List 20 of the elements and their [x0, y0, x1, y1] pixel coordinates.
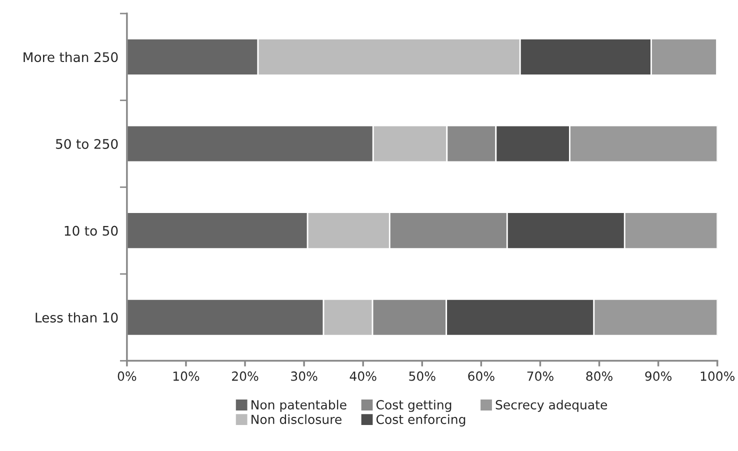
- y-tick-label: More than 250: [24, 52, 118, 62]
- legend-label: Non patentable: [252, 400, 346, 412]
- x-tick-label: 20%: [232, 371, 258, 381]
- x-tick-label: 40%: [350, 371, 376, 381]
- y-tick-label: 50 to 250: [56, 138, 118, 149]
- y-tick-label: Less than 10: [36, 312, 118, 323]
- x-tick-label: 0%: [118, 371, 136, 381]
- x-tick-label: 50%: [409, 371, 436, 381]
- x-tick-label: 60%: [468, 371, 494, 381]
- legend-label: Cost getting: [376, 400, 452, 412]
- legend-label: Secrecy adequate: [496, 400, 608, 412]
- x-tick-label: 90%: [645, 371, 672, 381]
- y-tick-label: 10 to 50: [64, 226, 118, 236]
- x-tick-label: 80%: [586, 371, 612, 381]
- x-tick-label: 70%: [527, 371, 554, 381]
- x-tick-label: 30%: [291, 371, 318, 381]
- legend-label: Non disclosure: [252, 414, 342, 424]
- x-tick-label: 10%: [173, 371, 200, 381]
- x-tick-label: 100%: [700, 371, 735, 381]
- legend-label: Cost enforcing: [376, 414, 466, 427]
